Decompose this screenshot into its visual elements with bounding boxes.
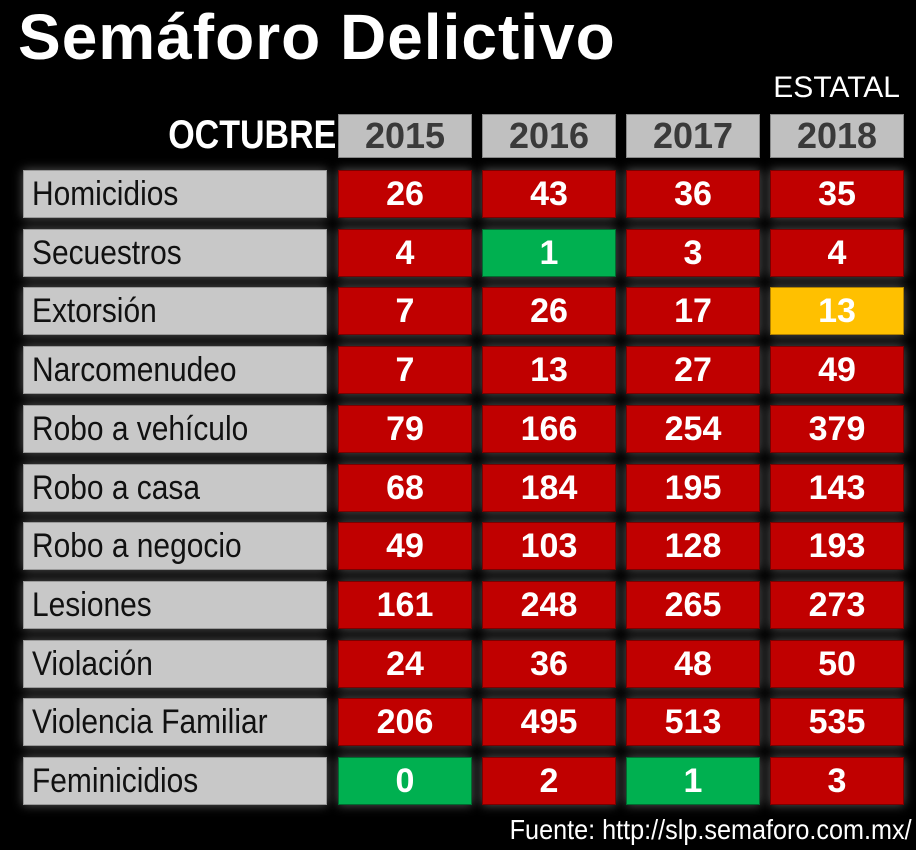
value-cell-2015: 26 (338, 170, 472, 218)
value-cell-2017: 128 (626, 522, 760, 570)
page-subtitle: ESTATAL (773, 71, 900, 104)
row-label: Robo a negocio (32, 527, 242, 565)
row-label-box: Violencia Familiar (23, 698, 327, 746)
value-cell-2018: 49 (770, 346, 904, 394)
value-cell-2016: 2 (482, 757, 616, 805)
value-cell-2015: 206 (338, 698, 472, 746)
year-header-2017: 2017 (626, 114, 760, 158)
value-cell-2016: 26 (482, 287, 616, 335)
value-cell-2017: 48 (626, 640, 760, 688)
value-cell-2017: 195 (626, 464, 760, 512)
year-header-2015: 2015 (338, 114, 472, 158)
value-cell-2016: 103 (482, 522, 616, 570)
row-label-box: Violación (23, 640, 327, 688)
value-cell-2018: 273 (770, 581, 904, 629)
value-cell-2016: 43 (482, 170, 616, 218)
value-cell-2017: 254 (626, 405, 760, 453)
row-label: Homicidios (32, 175, 179, 213)
row-label-box: Robo a negocio (23, 522, 327, 570)
row-label-box: Feminicidios (23, 757, 327, 805)
value-cell-2018: 50 (770, 640, 904, 688)
value-cell-2015: 79 (338, 405, 472, 453)
value-cell-2017: 27 (626, 346, 760, 394)
table-row: Feminicidios 0 2 1 3 (0, 757, 916, 805)
row-label: Secuestros (32, 234, 182, 272)
table-row: Secuestros 4 1 3 4 (0, 229, 916, 277)
value-cell-2017: 513 (626, 698, 760, 746)
value-cell-2016: 248 (482, 581, 616, 629)
table-row: Robo a negocio 49 103 128 193 (0, 522, 916, 570)
value-cell-2015: 49 (338, 522, 472, 570)
page-title: Semáforo Delictivo (18, 1, 616, 73)
row-label-box: Extorsión (23, 287, 327, 335)
row-label: Feminicidios (32, 762, 199, 800)
value-cell-2018: 3 (770, 757, 904, 805)
value-cell-2016: 13 (482, 346, 616, 394)
value-cell-2018: 143 (770, 464, 904, 512)
value-cell-2016: 1 (482, 229, 616, 277)
value-cell-2015: 7 (338, 287, 472, 335)
row-label: Narcomenudeo (32, 351, 237, 389)
value-cell-2018: 193 (770, 522, 904, 570)
row-label-box: Narcomenudeo (23, 346, 327, 394)
value-cell-2017: 265 (626, 581, 760, 629)
year-header-2018: 2018 (770, 114, 904, 158)
value-cell-2018: 35 (770, 170, 904, 218)
value-cell-2017: 3 (626, 229, 760, 277)
table-row: Lesiones 161 248 265 273 (0, 581, 916, 629)
row-label: Violencia Familiar (32, 703, 268, 741)
table-row: Homicidios 26 43 36 35 (0, 170, 916, 218)
source-note: Fuente: http://slp.semaforo.com.mx/ (510, 814, 912, 845)
value-cell-2018: 535 (770, 698, 904, 746)
month-label: OCTUBRE (168, 113, 337, 157)
row-label: Robo a casa (32, 469, 200, 507)
value-cell-2015: 0 (338, 757, 472, 805)
value-cell-2016: 184 (482, 464, 616, 512)
value-cell-2015: 24 (338, 640, 472, 688)
row-label-box: Secuestros (23, 229, 327, 277)
row-label-box: Lesiones (23, 581, 327, 629)
row-label: Lesiones (32, 586, 152, 624)
row-label: Extorsión (32, 292, 157, 330)
table-row: Violación 24 36 48 50 (0, 640, 916, 688)
table-row: Extorsión 7 26 17 13 (0, 287, 916, 335)
value-cell-2017: 36 (626, 170, 760, 218)
table-row: Violencia Familiar 206 495 513 535 (0, 698, 916, 746)
value-cell-2016: 495 (482, 698, 616, 746)
value-cell-2015: 161 (338, 581, 472, 629)
row-label: Robo a vehículo (32, 410, 249, 448)
table-row: Robo a vehículo 79 166 254 379 (0, 405, 916, 453)
row-label-box: Robo a casa (23, 464, 327, 512)
row-label-box: Robo a vehículo (23, 405, 327, 453)
row-label-box: Homicidios (23, 170, 327, 218)
row-label: Violación (32, 645, 153, 683)
year-header-2016: 2016 (482, 114, 616, 158)
value-cell-2016: 166 (482, 405, 616, 453)
value-cell-2015: 7 (338, 346, 472, 394)
value-cell-2017: 17 (626, 287, 760, 335)
value-cell-2017: 1 (626, 757, 760, 805)
value-cell-2015: 68 (338, 464, 472, 512)
value-cell-2018: 4 (770, 229, 904, 277)
table-row: Robo a casa 68 184 195 143 (0, 464, 916, 512)
value-cell-2018: 379 (770, 405, 904, 453)
value-cell-2016: 36 (482, 640, 616, 688)
value-cell-2018: 13 (770, 287, 904, 335)
value-cell-2015: 4 (338, 229, 472, 277)
table-row: Narcomenudeo 7 13 27 49 (0, 346, 916, 394)
